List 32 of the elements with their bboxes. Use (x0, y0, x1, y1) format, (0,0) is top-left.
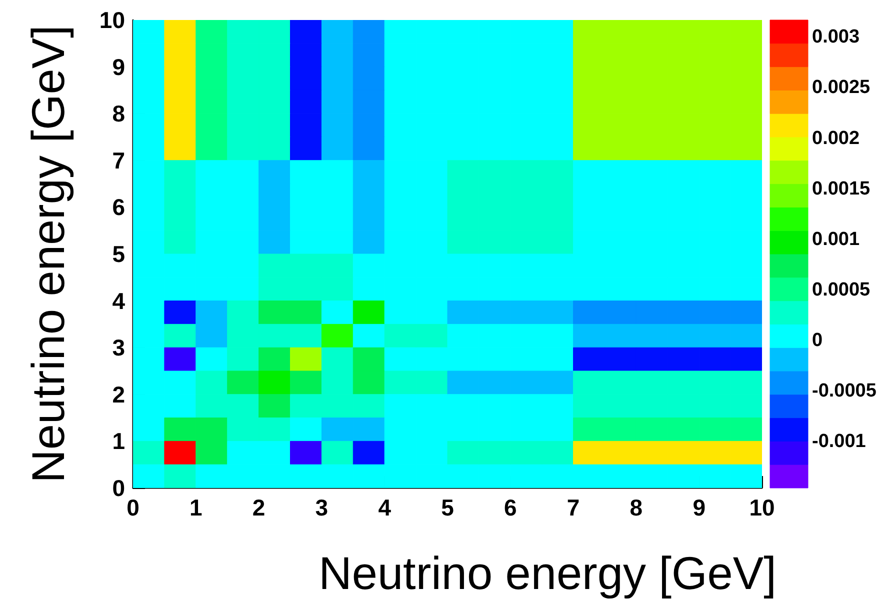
y-tick-label: 6 (112, 194, 125, 220)
x-tick-label: 3 (315, 494, 328, 520)
x-tick-label: 9 (692, 494, 706, 520)
y-tick-label: 8 (112, 100, 126, 127)
color-bar-label: 0.0015 (812, 178, 871, 200)
color-bar-label: 0.0025 (812, 77, 871, 98)
x-tick-label: 1 (190, 494, 202, 520)
x-tick-label: 2 (252, 494, 266, 520)
x-axis-title: Neutrino energy [GeV] (318, 547, 776, 599)
color-bar-label: 0 (812, 330, 823, 351)
x-tick-label: 5 (441, 494, 454, 520)
color-bar-label: 0.002 (812, 128, 860, 149)
y-tick-label: 7 (112, 147, 125, 174)
y-tick-label: 0 (112, 475, 125, 501)
x-tick-label: 4 (378, 494, 392, 520)
color-bar-label: 0.0005 (812, 279, 871, 300)
y-tick-label: 4 (112, 288, 126, 314)
y-tick-label: 2 (112, 381, 125, 408)
y-tick-label: 5 (112, 241, 126, 267)
color-bar-label: -0.001 (812, 431, 866, 452)
x-tick-label: 8 (630, 494, 643, 520)
y-tick-label: 3 (112, 334, 125, 361)
color-bar-label: -0.0005 (812, 380, 877, 402)
color-bar-label: 0.001 (812, 228, 860, 250)
x-tick-label: 10 (749, 494, 775, 520)
y-tick-label: 1 (112, 428, 126, 454)
x-tick-label: 6 (504, 494, 517, 520)
y-axis-title: Neutrino energy [GeV] (22, 25, 74, 483)
color-bar-label: 0.003 (812, 26, 860, 48)
y-tick-label: 10 (99, 7, 125, 33)
x-tick-label: 7 (566, 494, 580, 520)
y-tick-label: 9 (112, 54, 125, 80)
